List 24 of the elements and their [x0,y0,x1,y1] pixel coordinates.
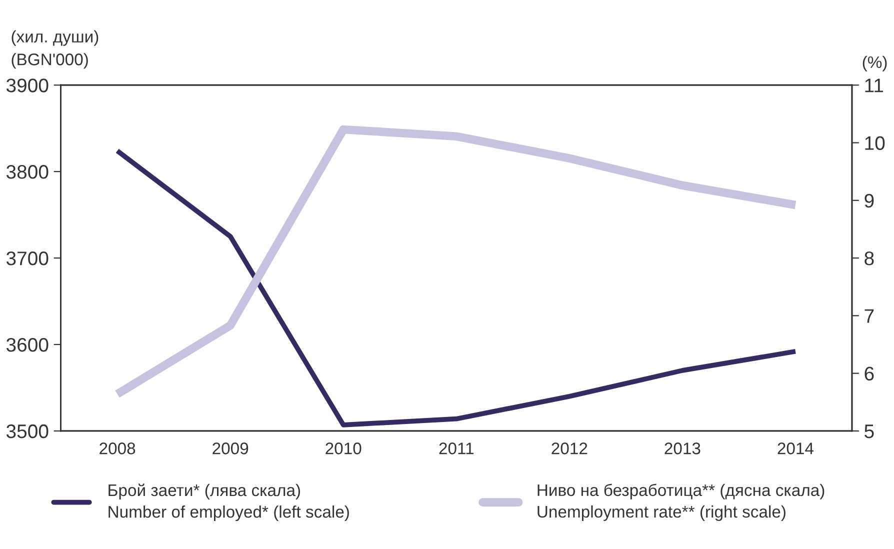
y-tick-label: 3600 [6,338,48,352]
y-tick-label: 3900 [6,78,48,92]
x-tick-label: 2013 [664,442,700,454]
line-series [114,148,798,428]
y2-tick-label: 8 [864,252,874,266]
x-tick-label: 2008 [100,442,136,454]
y2-tick-label: 7 [864,309,874,323]
y2-tick-label: 6 [864,366,874,381]
y-tick-label: 3800 [6,165,48,179]
y2-axis-title: (%) [862,56,887,72]
y-tick-label: 3500 [6,424,48,438]
legend-label: Ниво на безработица** (дясна скала) Unemployment rate** (right scale) [538,484,824,521]
y2-tick-label: 11 [865,78,884,92]
x-tick-label: 2012 [552,442,588,454]
x-tick-label: 2009 [212,442,248,454]
x-tick-label: 2014 [778,442,814,454]
y2-tick-label: 5 [864,424,874,438]
y-axis-title: (хил. души) (BGN'000) [12,30,98,69]
y2-tick-label: 9 [864,194,874,208]
x-tick-label: 2010 [326,442,362,454]
x-tick-label: 2011 [439,442,474,454]
y-tick-label: 3700 [6,252,48,266]
y2-tick-label: 10 [865,136,885,150]
legend-label: Брой заети* (лява скала) Number of employed* (left scale) [108,484,349,522]
